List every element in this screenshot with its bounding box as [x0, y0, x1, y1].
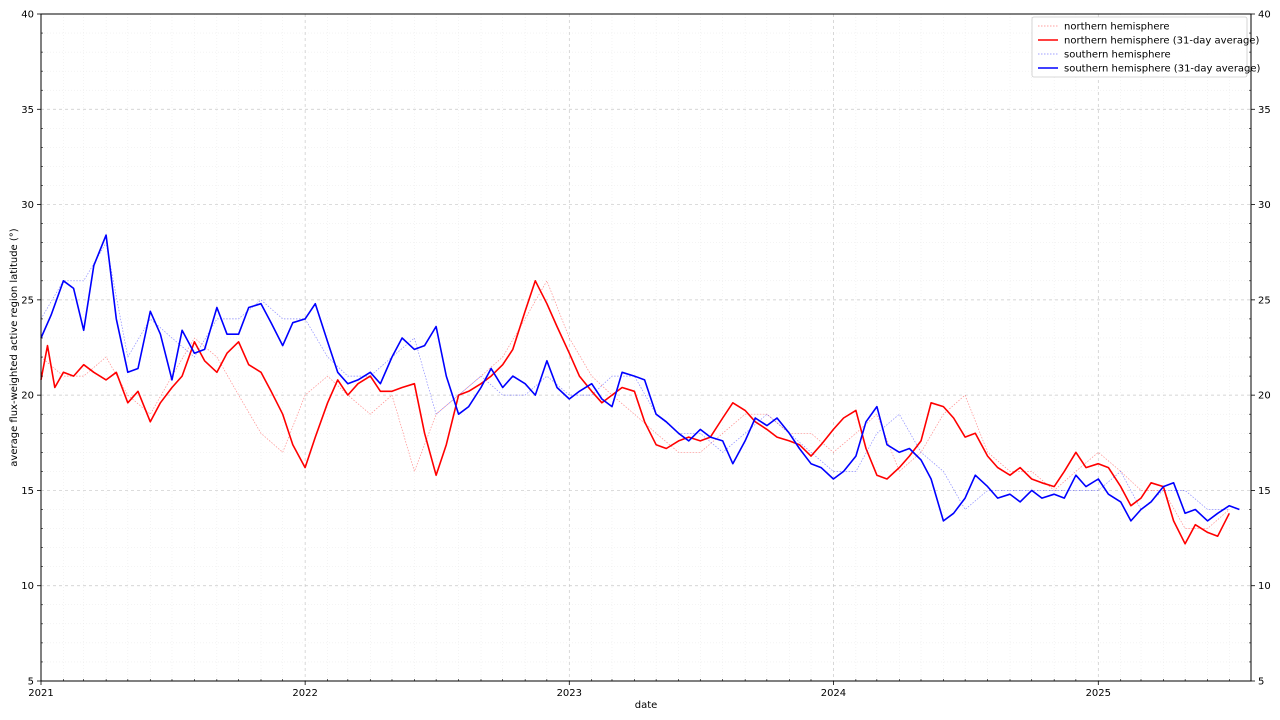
y-tick-label-left: 40: [21, 10, 34, 21]
y-tick-label-right: 20: [1258, 391, 1271, 402]
legend-label: southern hemisphere (31-day average): [1064, 64, 1261, 75]
y-tick-label-left: 10: [21, 581, 34, 592]
y-tick-label-left: 20: [21, 391, 34, 402]
y-tick-label-right: 25: [1258, 295, 1271, 306]
series-line-1: [40, 280, 1231, 545]
x-tick-label: 2025: [1086, 688, 1111, 699]
y-axis-label: average flux-weighted active region lati…: [9, 228, 20, 466]
y-tick-label-left: 35: [21, 105, 34, 116]
y-tick-label-left: 5: [28, 677, 34, 688]
y-tick-label-left: 30: [21, 200, 34, 211]
legend-box: [1031, 16, 1248, 78]
y-tick-label-right: 10: [1258, 581, 1271, 592]
plot-frame: [40, 13, 1252, 682]
y-tick-label-right: 35: [1258, 105, 1271, 116]
series-layer: [40, 234, 1240, 545]
y-tick-label-right: 30: [1258, 200, 1271, 211]
y-tick-label-left: 15: [21, 486, 34, 497]
x-tick-label: 2022: [292, 688, 317, 699]
x-tick-label: 2021: [28, 688, 53, 699]
ticks-layer: [37, 13, 1255, 685]
legend-label: northern hemisphere: [1064, 22, 1170, 33]
x-tick-label: 2023: [557, 688, 582, 699]
legend-label: northern hemisphere (31-day average): [1064, 36, 1259, 47]
y-tick-label-right: 15: [1258, 486, 1271, 497]
x-tick-label: 2024: [821, 688, 846, 699]
legend: northern hemisphere northern hemisphere (…: [1031, 16, 1261, 78]
major-grid: [41, 14, 1251, 681]
y-tick-label-right: 5: [1258, 677, 1264, 688]
x-axis-label: date: [635, 700, 658, 711]
legend-label: southern hemisphere: [1064, 50, 1171, 61]
y-tick-label-right: 40: [1258, 10, 1271, 21]
minor-grid: [41, 14, 1251, 681]
y-tick-label-left: 25: [21, 295, 34, 306]
series-line-3: [40, 234, 1240, 522]
